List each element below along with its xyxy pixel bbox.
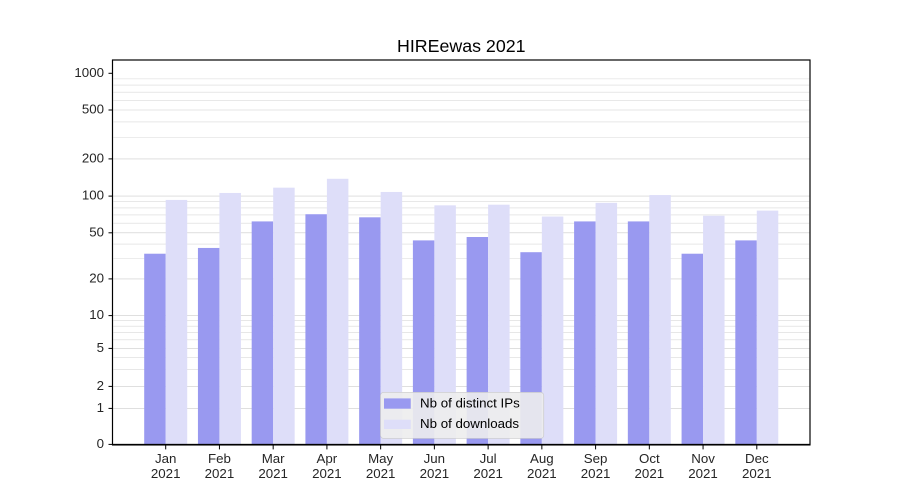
svg-text:50: 50	[89, 224, 104, 239]
svg-text:Jan: Jan	[155, 451, 176, 466]
svg-text:Apr: Apr	[317, 451, 338, 466]
svg-text:2021: 2021	[742, 466, 772, 481]
svg-text:Jul: Jul	[480, 451, 497, 466]
svg-text:Mar: Mar	[262, 451, 285, 466]
svg-text:Feb: Feb	[208, 451, 231, 466]
svg-text:Nb of downloads: Nb of downloads	[420, 416, 519, 431]
svg-text:Nb of distinct IPs: Nb of distinct IPs	[420, 395, 520, 410]
svg-text:0: 0	[97, 436, 104, 451]
svg-text:2021: 2021	[527, 466, 557, 481]
svg-text:1: 1	[97, 400, 104, 415]
svg-text:2021: 2021	[258, 466, 288, 481]
svg-text:5: 5	[97, 340, 104, 355]
svg-text:Oct: Oct	[639, 451, 660, 466]
svg-text:2021: 2021	[151, 466, 181, 481]
svg-text:May: May	[368, 451, 393, 466]
svg-text:2021: 2021	[635, 466, 665, 481]
svg-text:2021: 2021	[366, 466, 396, 481]
svg-text:Sep: Sep	[584, 451, 608, 466]
svg-text:Aug: Aug	[530, 451, 554, 466]
svg-text:2021: 2021	[581, 466, 611, 481]
svg-text:2021: 2021	[473, 466, 503, 481]
svg-text:Dec: Dec	[745, 451, 769, 466]
svg-text:20: 20	[89, 270, 104, 285]
svg-text:1000: 1000	[74, 65, 104, 80]
svg-text:Nov: Nov	[691, 451, 715, 466]
svg-text:2021: 2021	[420, 466, 450, 481]
svg-text:10: 10	[89, 307, 104, 322]
svg-text:HIREewas 2021: HIREewas 2021	[397, 36, 526, 56]
svg-text:100: 100	[82, 188, 104, 203]
svg-text:Jun: Jun	[424, 451, 445, 466]
svg-text:2021: 2021	[205, 466, 235, 481]
svg-text:2021: 2021	[312, 466, 342, 481]
svg-text:2021: 2021	[688, 466, 718, 481]
svg-text:2: 2	[97, 378, 104, 393]
svg-text:200: 200	[82, 150, 104, 165]
svg-text:500: 500	[82, 102, 104, 117]
